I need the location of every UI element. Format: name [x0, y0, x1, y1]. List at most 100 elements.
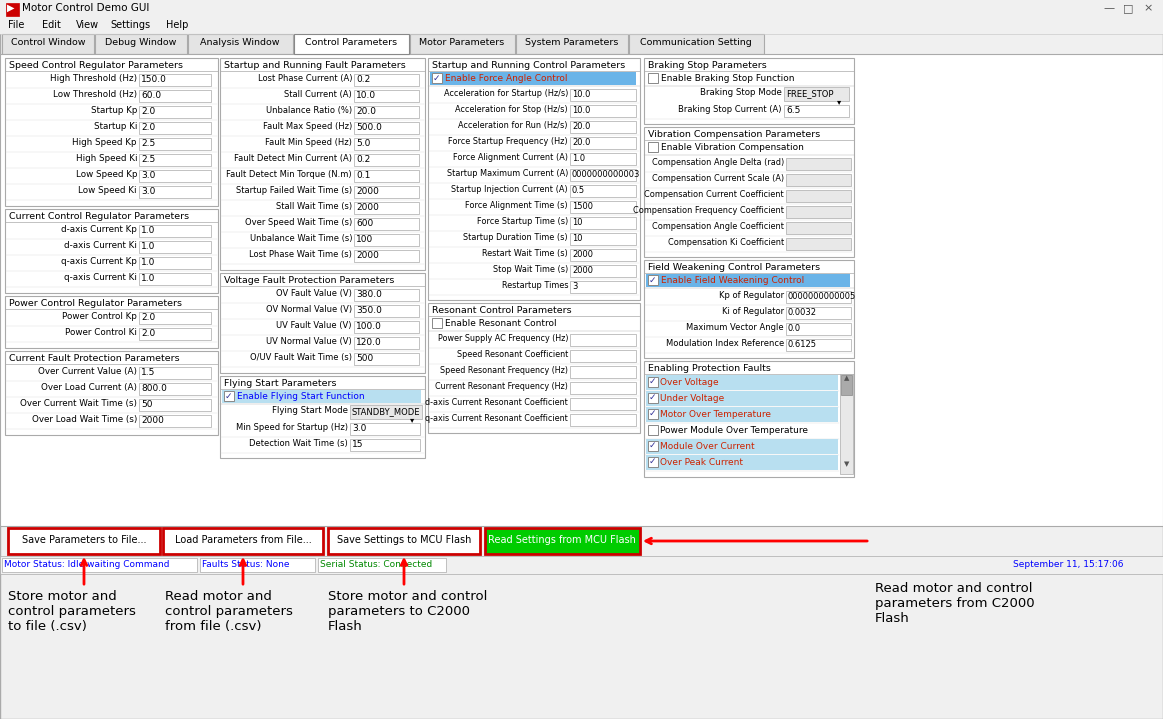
Text: 1.0: 1.0	[141, 274, 156, 283]
Text: Read motor and control
parameters from C2000
Flash: Read motor and control parameters from C…	[875, 582, 1035, 625]
Text: Analysis Window: Analysis Window	[200, 38, 280, 47]
Bar	[644, 361, 854, 477]
Bar	[140, 186, 211, 198]
Text: ✓: ✓	[433, 74, 441, 83]
Text: UV Fault Value (V): UV Fault Value (V)	[277, 321, 352, 330]
Text: Stall Wait Time (s): Stall Wait Time (s)	[276, 202, 352, 211]
Text: ▲: ▲	[844, 375, 849, 381]
Text: Modulation Index Reference: Modulation Index Reference	[665, 339, 784, 348]
Bar	[840, 374, 852, 474]
Text: 2000: 2000	[141, 416, 164, 425]
Bar	[163, 528, 323, 554]
Bar	[354, 154, 419, 166]
Text: 0.0032: 0.0032	[789, 308, 816, 317]
Text: Fault Detect Min Current (A): Fault Detect Min Current (A)	[234, 154, 352, 163]
Bar	[140, 90, 211, 102]
Text: ✓: ✓	[649, 441, 656, 450]
Text: Over Current Value (A): Over Current Value (A)	[38, 367, 137, 376]
Bar	[354, 186, 419, 198]
Text: ▾: ▾	[411, 415, 414, 424]
Bar	[354, 202, 419, 214]
Text: Store motor and
control parameters
to file (.csv): Store motor and control parameters to fi…	[8, 590, 136, 633]
Bar	[95, 34, 187, 54]
Bar	[629, 34, 764, 54]
Text: Min Speed for Startup (Hz): Min Speed for Startup (Hz)	[236, 423, 348, 432]
Text: 0000000000003: 0000000000003	[572, 170, 641, 179]
Bar	[784, 105, 849, 117]
Text: Debug Window: Debug Window	[106, 38, 177, 47]
Text: 10.0: 10.0	[572, 90, 591, 99]
Text: Current Control Regulator Parameters: Current Control Regulator Parameters	[9, 212, 190, 221]
Bar	[570, 217, 636, 229]
Bar	[570, 185, 636, 197]
Bar	[140, 241, 211, 253]
Text: 20.0: 20.0	[572, 138, 591, 147]
Text: 3.0: 3.0	[141, 187, 156, 196]
Bar	[648, 409, 658, 419]
Text: Motor Status: Idle waiting Command: Motor Status: Idle waiting Command	[3, 560, 170, 569]
Text: Serial Status: Connected: Serial Status: Connected	[320, 560, 433, 569]
Bar	[648, 441, 658, 451]
Text: FREE_STOP: FREE_STOP	[786, 89, 834, 98]
Bar	[0, 18, 1163, 34]
Text: 10: 10	[572, 234, 583, 243]
Text: Faults Status: None: Faults Status: None	[202, 560, 290, 569]
Text: High Speed Ki: High Speed Ki	[76, 154, 137, 163]
Text: 10.0: 10.0	[356, 91, 376, 100]
Bar	[140, 74, 211, 86]
Bar	[140, 122, 211, 134]
Text: Fault Detect Min Torque (N.m): Fault Detect Min Torque (N.m)	[227, 170, 352, 179]
Text: Lost Phase Current (A): Lost Phase Current (A)	[257, 74, 352, 83]
Text: Braking Stop Parameters: Braking Stop Parameters	[648, 61, 766, 70]
Text: Ki of Regulator: Ki of Regulator	[722, 307, 784, 316]
Text: Enable Braking Stop Function: Enable Braking Stop Function	[661, 74, 794, 83]
Text: High Speed Kp: High Speed Kp	[72, 138, 137, 147]
Text: Braking Stop Current (A): Braking Stop Current (A)	[678, 105, 782, 114]
Bar	[140, 415, 211, 427]
Bar	[648, 457, 658, 467]
Bar	[648, 377, 658, 387]
Bar	[648, 142, 658, 152]
Text: Force Alignment Current (A): Force Alignment Current (A)	[454, 153, 568, 162]
Bar	[784, 87, 849, 101]
Text: d-axis Current Kp: d-axis Current Kp	[62, 225, 137, 234]
Text: Over Load Wait Time (s): Over Load Wait Time (s)	[31, 415, 137, 424]
Text: 500: 500	[356, 354, 373, 363]
Bar	[224, 391, 234, 401]
Text: Stall Current (A): Stall Current (A)	[284, 90, 352, 99]
Text: Save Settings to MCU Flash: Save Settings to MCU Flash	[337, 535, 471, 545]
Text: Low Speed Kp: Low Speed Kp	[76, 170, 137, 179]
Text: Power Module Over Temperature: Power Module Over Temperature	[659, 426, 808, 435]
Text: Voltage Fault Protection Parameters: Voltage Fault Protection Parameters	[224, 276, 394, 285]
Text: 50: 50	[141, 400, 152, 409]
Bar	[354, 106, 419, 118]
Text: ▾: ▾	[837, 97, 841, 106]
Text: Over Voltage: Over Voltage	[659, 378, 719, 387]
Text: Lost Phase Wait Time (s): Lost Phase Wait Time (s)	[249, 250, 352, 259]
Text: Power Supply AC Frequency (Hz): Power Supply AC Frequency (Hz)	[437, 334, 568, 343]
Text: Compensation Frequency Coefficient: Compensation Frequency Coefficient	[633, 206, 784, 215]
Bar	[648, 275, 658, 285]
Text: Module Over Current: Module Over Current	[659, 442, 755, 451]
Text: ✓: ✓	[649, 276, 656, 285]
Text: Compensation Ki Coefficient: Compensation Ki Coefficient	[668, 238, 784, 247]
Bar	[786, 307, 851, 319]
Text: 800.0: 800.0	[141, 384, 166, 393]
Bar	[786, 238, 851, 250]
Bar	[431, 318, 442, 328]
Text: Enable Resonant Control: Enable Resonant Control	[445, 319, 557, 328]
Text: 2000: 2000	[572, 250, 593, 259]
Text: Speed Control Regulator Parameters: Speed Control Regulator Parameters	[9, 61, 183, 70]
Text: Control Window: Control Window	[10, 38, 85, 47]
Bar	[786, 339, 851, 351]
Text: Store motor and control
parameters to C2000
Flash: Store motor and control parameters to C2…	[328, 590, 487, 633]
Bar	[570, 414, 636, 426]
Text: Compensation Current Coefficient: Compensation Current Coefficient	[644, 190, 784, 199]
Text: Current Fault Protection Parameters: Current Fault Protection Parameters	[9, 354, 179, 363]
Text: 0000000000005: 0000000000005	[789, 292, 856, 301]
Text: STANDBY_MODE: STANDBY_MODE	[352, 407, 421, 416]
Text: Compensation Angle Delta (rad): Compensation Angle Delta (rad)	[651, 158, 784, 167]
Bar	[648, 393, 658, 403]
Bar	[140, 312, 211, 324]
Text: UV Normal Value (V): UV Normal Value (V)	[266, 337, 352, 346]
